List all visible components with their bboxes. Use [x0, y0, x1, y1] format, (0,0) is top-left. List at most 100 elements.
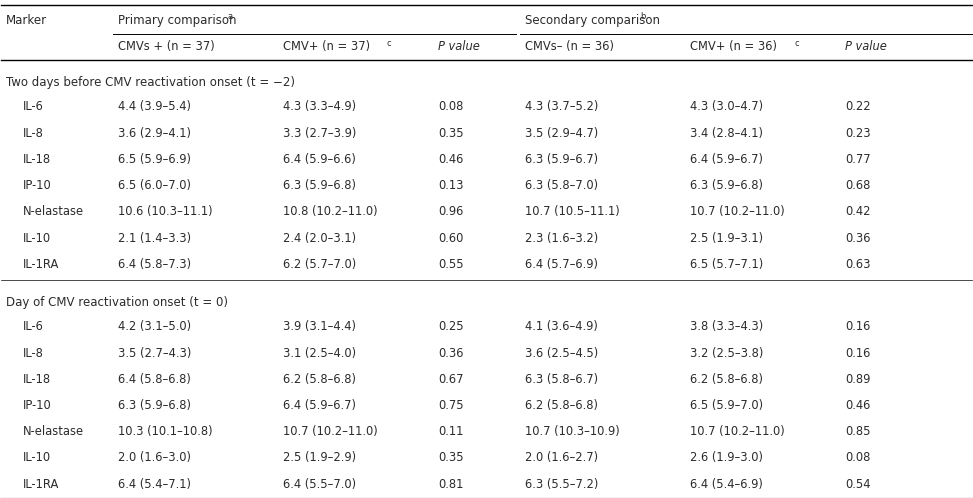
Text: 6.4 (5.9–6.7): 6.4 (5.9–6.7) — [283, 399, 356, 412]
Text: 6.4 (5.8–7.3): 6.4 (5.8–7.3) — [118, 258, 191, 271]
Text: 6.5 (5.7–7.1): 6.5 (5.7–7.1) — [690, 258, 764, 271]
Text: IL-18: IL-18 — [22, 373, 51, 386]
Text: 3.5 (2.9–4.7): 3.5 (2.9–4.7) — [525, 126, 598, 139]
Text: 6.4 (5.5–7.0): 6.4 (5.5–7.0) — [283, 478, 356, 491]
Text: 6.4 (5.7–6.9): 6.4 (5.7–6.9) — [525, 258, 598, 271]
Text: 10.7 (10.2–11.0): 10.7 (10.2–11.0) — [690, 425, 785, 438]
Text: 0.22: 0.22 — [846, 101, 871, 114]
Text: IL-10: IL-10 — [22, 232, 51, 245]
Text: 3.5 (2.7–4.3): 3.5 (2.7–4.3) — [118, 347, 191, 360]
Text: c: c — [386, 38, 391, 47]
Text: 3.6 (2.5–4.5): 3.6 (2.5–4.5) — [525, 347, 598, 360]
Text: N-elastase: N-elastase — [22, 205, 84, 218]
Text: 2.5 (1.9–3.1): 2.5 (1.9–3.1) — [690, 232, 764, 245]
Text: 3.1 (2.5–4.0): 3.1 (2.5–4.0) — [283, 347, 356, 360]
Text: 6.3 (5.8–6.7): 6.3 (5.8–6.7) — [525, 373, 598, 386]
Text: 0.67: 0.67 — [438, 373, 463, 386]
Text: IL-8: IL-8 — [22, 126, 44, 139]
Text: Secondary comparison: Secondary comparison — [525, 14, 661, 27]
Text: P value: P value — [438, 40, 480, 53]
Text: 6.3 (5.5–7.2): 6.3 (5.5–7.2) — [525, 478, 598, 491]
Text: 2.1 (1.4–3.3): 2.1 (1.4–3.3) — [118, 232, 191, 245]
Text: 6.4 (5.4–7.1): 6.4 (5.4–7.1) — [118, 478, 191, 491]
Text: 2.0 (1.6–2.7): 2.0 (1.6–2.7) — [525, 451, 598, 465]
Text: 0.08: 0.08 — [846, 451, 871, 465]
Text: 0.36: 0.36 — [438, 347, 463, 360]
Text: 4.4 (3.9–5.4): 4.4 (3.9–5.4) — [118, 101, 191, 114]
Text: 0.08: 0.08 — [438, 101, 463, 114]
Text: Two days before CMV reactivation onset (t = −2): Two days before CMV reactivation onset (… — [6, 76, 295, 89]
Text: 6.5 (5.9–6.9): 6.5 (5.9–6.9) — [118, 153, 191, 166]
Text: 6.4 (5.8–6.8): 6.4 (5.8–6.8) — [118, 373, 191, 386]
Text: IL-8: IL-8 — [22, 347, 44, 360]
Text: IL-1RA: IL-1RA — [22, 258, 59, 271]
Text: 4.3 (3.0–4.7): 4.3 (3.0–4.7) — [690, 101, 764, 114]
Text: 6.2 (5.8–6.8): 6.2 (5.8–6.8) — [690, 373, 763, 386]
Text: 10.3 (10.1–10.8): 10.3 (10.1–10.8) — [118, 425, 212, 438]
Text: IL-10: IL-10 — [22, 451, 51, 465]
Text: Marker: Marker — [6, 14, 48, 27]
Text: b: b — [640, 12, 645, 21]
Text: 3.2 (2.5–3.8): 3.2 (2.5–3.8) — [690, 347, 764, 360]
Text: 10.7 (10.5–11.1): 10.7 (10.5–11.1) — [525, 205, 620, 218]
Text: 0.42: 0.42 — [846, 205, 871, 218]
Text: IP-10: IP-10 — [22, 399, 52, 412]
Text: 4.2 (3.1–5.0): 4.2 (3.1–5.0) — [118, 320, 191, 333]
Text: CMVs– (n = 36): CMVs– (n = 36) — [525, 40, 614, 53]
Text: a: a — [228, 12, 233, 21]
Text: 4.3 (3.7–5.2): 4.3 (3.7–5.2) — [525, 101, 598, 114]
Text: 6.4 (5.9–6.7): 6.4 (5.9–6.7) — [690, 153, 763, 166]
Text: 6.5 (6.0–7.0): 6.5 (6.0–7.0) — [118, 179, 191, 192]
Text: 6.5 (5.9–7.0): 6.5 (5.9–7.0) — [690, 399, 764, 412]
Text: 0.16: 0.16 — [846, 347, 871, 360]
Text: 4.1 (3.6–4.9): 4.1 (3.6–4.9) — [525, 320, 598, 333]
Text: 6.4 (5.4–6.9): 6.4 (5.4–6.9) — [690, 478, 763, 491]
Text: 6.2 (5.7–7.0): 6.2 (5.7–7.0) — [283, 258, 356, 271]
Text: 6.3 (5.9–6.8): 6.3 (5.9–6.8) — [118, 399, 191, 412]
Text: 2.3 (1.6–3.2): 2.3 (1.6–3.2) — [525, 232, 598, 245]
Text: 0.54: 0.54 — [846, 478, 871, 491]
Text: 0.13: 0.13 — [438, 179, 463, 192]
Text: 0.55: 0.55 — [438, 258, 463, 271]
Text: 6.3 (5.8–7.0): 6.3 (5.8–7.0) — [525, 179, 598, 192]
Text: P value: P value — [846, 40, 887, 53]
Text: 0.46: 0.46 — [846, 399, 871, 412]
Text: 10.7 (10.2–11.0): 10.7 (10.2–11.0) — [690, 205, 785, 218]
Text: 10.7 (10.2–11.0): 10.7 (10.2–11.0) — [283, 425, 378, 438]
Text: 0.35: 0.35 — [438, 451, 463, 465]
Text: CMV+ (n = 37): CMV+ (n = 37) — [283, 40, 370, 53]
Text: 3.3 (2.7–3.9): 3.3 (2.7–3.9) — [283, 126, 356, 139]
Text: 2.6 (1.9–3.0): 2.6 (1.9–3.0) — [690, 451, 763, 465]
Text: Day of CMV reactivation onset (t = 0): Day of CMV reactivation onset (t = 0) — [6, 296, 229, 309]
Text: 0.16: 0.16 — [846, 320, 871, 333]
Text: 3.6 (2.9–4.1): 3.6 (2.9–4.1) — [118, 126, 191, 139]
Text: 0.89: 0.89 — [846, 373, 871, 386]
Text: 6.3 (5.9–6.8): 6.3 (5.9–6.8) — [283, 179, 356, 192]
Text: IL-6: IL-6 — [22, 101, 44, 114]
Text: 0.75: 0.75 — [438, 399, 463, 412]
Text: 10.6 (10.3–11.1): 10.6 (10.3–11.1) — [118, 205, 212, 218]
Text: 0.35: 0.35 — [438, 126, 463, 139]
Text: 0.81: 0.81 — [438, 478, 463, 491]
Text: 3.9 (3.1–4.4): 3.9 (3.1–4.4) — [283, 320, 356, 333]
Text: 3.8 (3.3–4.3): 3.8 (3.3–4.3) — [690, 320, 764, 333]
Text: 6.4 (5.9–6.6): 6.4 (5.9–6.6) — [283, 153, 355, 166]
Text: IL-18: IL-18 — [22, 153, 51, 166]
Text: 0.46: 0.46 — [438, 153, 463, 166]
Text: 0.63: 0.63 — [846, 258, 871, 271]
Text: 2.5 (1.9–2.9): 2.5 (1.9–2.9) — [283, 451, 356, 465]
Text: 3.4 (2.8–4.1): 3.4 (2.8–4.1) — [690, 126, 763, 139]
Text: 0.77: 0.77 — [846, 153, 871, 166]
Text: IL-1RA: IL-1RA — [22, 478, 59, 491]
Text: CMV+ (n = 36): CMV+ (n = 36) — [690, 40, 777, 53]
Text: 0.68: 0.68 — [846, 179, 871, 192]
Text: 4.3 (3.3–4.9): 4.3 (3.3–4.9) — [283, 101, 356, 114]
Text: 10.8 (10.2–11.0): 10.8 (10.2–11.0) — [283, 205, 378, 218]
Text: N-elastase: N-elastase — [22, 425, 84, 438]
Text: IP-10: IP-10 — [22, 179, 52, 192]
Text: 10.7 (10.3–10.9): 10.7 (10.3–10.9) — [525, 425, 620, 438]
Text: 0.36: 0.36 — [846, 232, 871, 245]
Text: 0.96: 0.96 — [438, 205, 463, 218]
Text: 0.60: 0.60 — [438, 232, 463, 245]
Text: 2.4 (2.0–3.1): 2.4 (2.0–3.1) — [283, 232, 356, 245]
